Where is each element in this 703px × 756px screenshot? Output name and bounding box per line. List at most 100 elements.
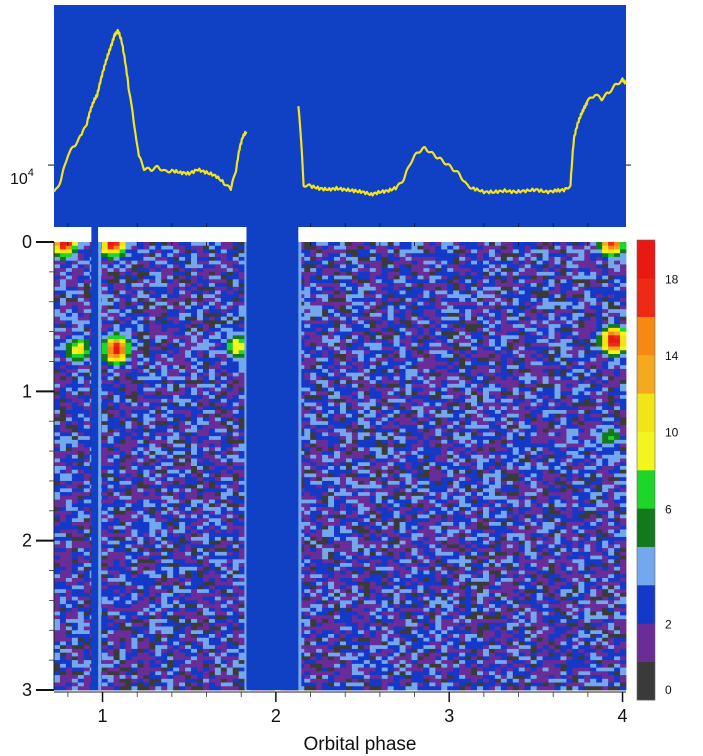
heatmap-cell (590, 354, 597, 359)
heatmap-cell (107, 253, 114, 258)
heatmap-cell (399, 298, 406, 303)
heatmap-cell (65, 301, 73, 306)
heatmap-cell (238, 324, 246, 329)
heatmap-cell (423, 271, 430, 276)
heatmap-cell (602, 398, 609, 403)
heatmap-cell (399, 424, 406, 430)
heatmap-cell (310, 376, 317, 381)
light-curve-background (54, 5, 626, 227)
heatmap-cell (423, 361, 430, 366)
heatmap-cell (524, 424, 532, 430)
heatmap-cell (71, 268, 79, 273)
heatmap-cell (405, 249, 412, 254)
heatmap-cell (375, 372, 383, 377)
heatmap-cell (131, 324, 138, 329)
heatmap-cell (548, 346, 555, 351)
heatmap-cell (471, 279, 478, 284)
heatmap-cell (572, 380, 579, 385)
heatmap-cell (155, 290, 162, 295)
heatmap-cell (220, 324, 228, 329)
heatmap-cell (459, 294, 466, 299)
heatmap-cell (173, 256, 180, 262)
heatmap-cell (304, 339, 311, 344)
heatmap-cell (232, 346, 240, 351)
heatmap-cell (524, 398, 532, 403)
heatmap-cell (161, 380, 168, 385)
heatmap-cell (399, 395, 406, 400)
heatmap-cell (500, 432, 508, 437)
heatmap-cell (572, 305, 579, 310)
heatmap-cell (310, 301, 317, 306)
heatmap-cell (77, 361, 85, 366)
heatmap-cell (208, 331, 216, 336)
heatmap-cell (328, 339, 335, 344)
heatmap-cell (197, 312, 204, 318)
heatmap-cell (59, 354, 67, 359)
heatmap-cell (155, 410, 162, 415)
heatmap-cell (316, 256, 323, 262)
heatmap-cell (483, 260, 490, 265)
heatmap-cell (232, 339, 240, 344)
heatmap-cell (208, 312, 216, 318)
heatmap-cell (101, 413, 109, 418)
heatmap-cell (429, 368, 436, 374)
heatmap-cell (602, 391, 609, 396)
heatmap-cell (351, 245, 359, 250)
heatmap-cell (494, 421, 502, 426)
heatmap-cell (512, 279, 520, 284)
heatmap-cell (83, 410, 91, 415)
heatmap-cell (322, 372, 329, 377)
heatmap-cell (334, 249, 341, 254)
heatmap-cell (530, 335, 538, 340)
heatmap-cell (488, 346, 496, 351)
heatmap-cell (316, 380, 323, 385)
heatmap-cell (238, 268, 246, 273)
heatmap-cell (65, 410, 73, 415)
heatmap-cell (59, 301, 67, 306)
heatmap-cell (149, 432, 156, 437)
heatmap-cell (488, 320, 496, 325)
heatmap-cell (71, 372, 79, 377)
heatmap-cell (465, 312, 472, 318)
heatmap-cell (238, 260, 246, 265)
heatmap-cell (524, 335, 532, 340)
heatmap-cell (614, 346, 621, 351)
heatmap-cell (471, 339, 478, 344)
heatmap-cell (191, 346, 198, 351)
heatmap-cell (59, 346, 67, 351)
heatmap-cell (387, 271, 395, 276)
heatmap-cell (316, 387, 323, 392)
heatmap-cell (369, 271, 377, 276)
heatmap-cell (524, 271, 532, 276)
heatmap-cell (554, 245, 561, 250)
heatmap-cell (578, 387, 585, 392)
heatmap-cell (417, 335, 424, 340)
heatmap-cell (423, 387, 430, 392)
heatmap-cell (197, 290, 204, 295)
heatmap-cell (465, 365, 472, 370)
heatmap-cell (54, 402, 61, 407)
heatmap-cell (590, 387, 597, 392)
heatmap-cell (167, 342, 174, 347)
heatmap-cell (506, 327, 514, 332)
heatmap-cell (238, 249, 246, 254)
heatmap-cell (357, 357, 365, 362)
heatmap-cell (131, 245, 138, 250)
heatmap-cell (423, 339, 430, 344)
heatmap-cell (596, 260, 603, 265)
heatmap-cell (441, 249, 448, 254)
heatmap-cell (530, 331, 538, 336)
heatmap-cell (620, 368, 627, 374)
heatmap-cell (369, 339, 377, 344)
heatmap-cell (202, 410, 210, 415)
heatmap-cell (197, 256, 204, 262)
heatmap-cell (405, 301, 412, 306)
heatmap-cell (536, 309, 543, 314)
heatmap-cell (405, 383, 412, 388)
heatmap-cell (65, 361, 73, 366)
heatmap-cell (214, 249, 222, 254)
heatmap-cell (548, 350, 555, 355)
heatmap-cell (232, 324, 240, 329)
heatmap-cell (232, 387, 240, 392)
heatmap-cell (387, 421, 395, 426)
